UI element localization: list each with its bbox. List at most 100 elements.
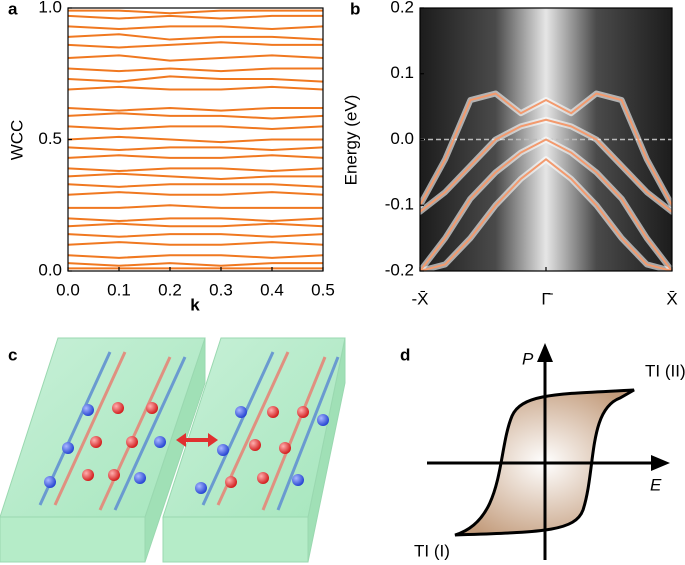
series-line [68,217,323,223]
electron [257,472,269,484]
slab-face [0,337,206,518]
edge-state [98,356,172,511]
panel-label: b [350,0,360,18]
series-line [68,85,323,91]
x-tick-label: 0.4 [260,280,284,299]
series-line [68,233,323,238]
electron [235,406,247,418]
series-line [68,106,323,112]
electron [62,442,74,454]
electron [108,469,120,481]
series-line [420,92,672,207]
series-line [68,254,323,259]
series-line [68,54,323,62]
slab-face [162,516,309,563]
x-tick-label: 0.5 [311,280,335,299]
axis-label: P [522,349,534,368]
series-line [68,41,323,49]
electron [249,439,261,451]
panel-d: d P E TI (II) TI (I) [400,343,685,560]
panel-c: c [0,337,346,563]
y-tick-label: 0.2 [390,0,414,16]
electron [82,469,94,481]
plot-lines [420,90,672,271]
series-line [68,112,323,120]
panel-label: d [400,345,410,364]
edge-state [276,356,340,511]
series-line [68,154,323,159]
electron [90,436,102,448]
series-line [68,191,323,196]
series-line [68,146,323,152]
series-line [68,167,323,173]
x-tick-label: 0.2 [158,280,182,299]
y-tick-label: 0.5 [38,129,62,148]
series-line [68,135,323,144]
y-axis-label: Energy (eV) [341,95,360,186]
electron [292,474,304,486]
edge-state [261,356,327,511]
axis-label: E [650,475,662,494]
electron [279,442,291,454]
electron [82,404,94,416]
electron [297,406,309,418]
y-tick-label: 0.0 [390,129,414,148]
series-line [68,67,323,73]
axis-arrow [651,455,670,471]
series-line [68,25,323,31]
x-tick-label: 0.0 [56,280,80,299]
series-line [68,125,323,130]
series-line [68,262,323,267]
series-line [420,138,672,271]
edge-state [113,356,187,511]
state-label: TI (II) [645,361,685,380]
electron [112,402,124,414]
edge-state [53,351,127,506]
axis-arrow [537,343,553,362]
series-line [68,204,323,209]
slab-face [0,516,146,563]
panel-label: c [8,345,17,364]
electron [217,444,229,456]
y-tick-label: 0.0 [38,260,62,279]
slab-left [0,337,206,563]
x-axis-label: k [190,295,200,314]
series-line [68,14,323,20]
y-tick-label: 0.1 [390,63,414,82]
plot-lines [68,9,323,270]
y-tick-label: -0.2 [385,260,414,279]
series-line [68,75,323,83]
electron [134,472,146,484]
x-tick-label: -X̄ [412,289,429,308]
series-line [68,33,323,41]
electron [225,476,237,488]
series-line [68,172,323,180]
edge-state [201,351,275,506]
panel-label: a [8,0,18,18]
electron [154,436,166,448]
electron [195,482,207,494]
switch-arrow [176,433,218,447]
series-line [68,183,323,188]
y-tick-label: -0.1 [385,195,414,214]
x-tick-label: 0.1 [107,280,131,299]
y-tick-label: 1.0 [38,0,62,16]
electron [146,402,158,414]
x-tick-label: Γ̄ [541,289,553,308]
series-line [68,241,323,246]
series-line [420,158,672,271]
electron [126,436,138,448]
electron [44,476,56,488]
state-label: TI (I) [414,541,450,560]
x-tick-label: 0.3 [209,280,233,299]
electron [267,406,279,418]
electron [317,414,329,426]
slab-right [162,337,346,563]
panel-a: a WCC k 0.0 0.5 1.0 0.0 0.1 0.2 0.3 0.4 0.5 [7,0,334,314]
series-line [68,9,323,15]
panel-b: b Energy (eV) -0.2 -0.1 0.0 0.1 0.2 -X̄ Γ̄ X̄ [341,0,677,308]
series-line [68,222,323,228]
series-line [420,118,672,213]
y-axis-label: WCC [7,120,26,161]
